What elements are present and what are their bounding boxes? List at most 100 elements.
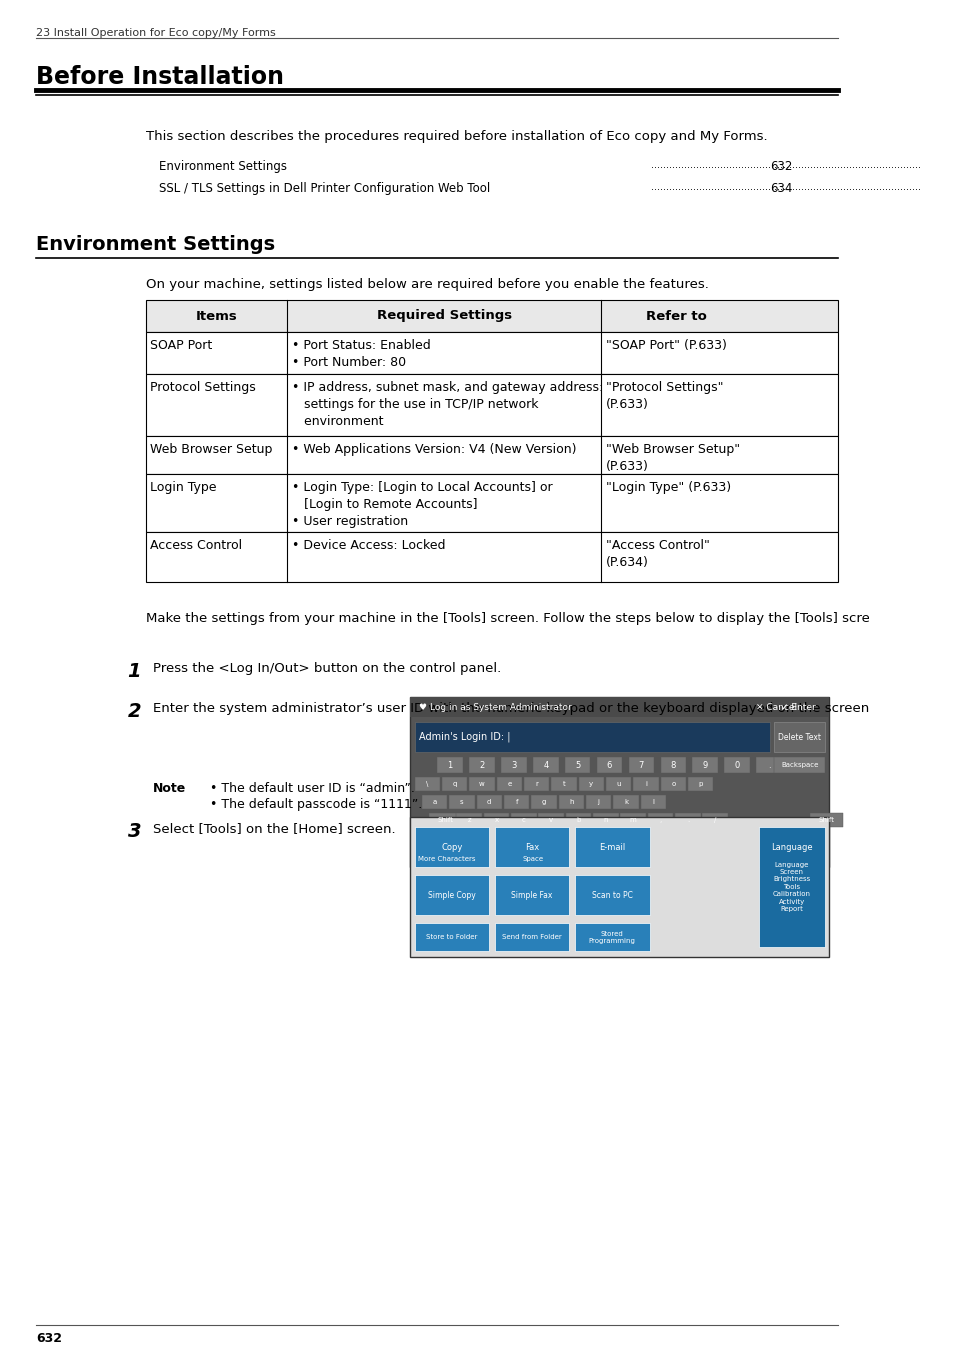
Text: i: i (644, 782, 646, 787)
Bar (575, 923, 649, 950)
Bar (469, 778, 495, 791)
Text: • IP address, subnet mask, and gateway address:
   settings for the use in TCP/I: • IP address, subnet mask, and gateway a… (292, 381, 602, 428)
Text: Login Type: Login Type (151, 481, 216, 494)
Text: Web Browser Setup: Web Browser Setup (151, 443, 273, 456)
Bar (441, 778, 467, 791)
Text: "Web Browser Setup"
(P.633): "Web Browser Setup" (P.633) (605, 443, 740, 472)
Text: Admin's Login ID: |: Admin's Login ID: | (418, 732, 510, 742)
Text: Required Settings: Required Settings (376, 309, 511, 323)
Bar (564, 757, 590, 774)
Bar (415, 778, 439, 791)
Bar (619, 813, 645, 828)
Text: z: z (467, 817, 471, 824)
Bar (436, 757, 462, 774)
Text: ✕ Cancel: ✕ Cancel (756, 702, 797, 711)
Text: More Characters: More Characters (417, 856, 475, 863)
Text: Simple Fax: Simple Fax (511, 891, 552, 899)
Text: ................................................................................: ........................................… (651, 182, 921, 192)
Bar (146, 532, 838, 582)
Bar (146, 374, 838, 436)
Text: This section describes the procedures required before installation of Eco copy a: This section describes the procedures re… (146, 130, 766, 143)
Bar (146, 332, 838, 374)
Bar (146, 300, 838, 332)
Text: 2: 2 (478, 760, 484, 770)
Bar (585, 795, 611, 809)
Text: Items: Items (195, 309, 237, 323)
Text: Environment Settings: Environment Settings (159, 161, 287, 173)
Text: h: h (568, 799, 573, 805)
Bar (593, 813, 618, 828)
Text: x: x (494, 817, 498, 824)
Text: "Access Control"
(P.634): "Access Control" (P.634) (605, 539, 709, 568)
Text: "Protocol Settings"
(P.633): "Protocol Settings" (P.633) (605, 381, 722, 410)
Text: Copy: Copy (441, 842, 462, 852)
Bar (639, 795, 665, 809)
Text: 5: 5 (575, 760, 579, 770)
Text: 634: 634 (769, 182, 792, 194)
Text: • Login Type: [Login to Local Accounts] or
   [Login to Remote Accounts]
• User : • Login Type: [Login to Local Accounts] … (292, 481, 552, 528)
Bar (421, 795, 447, 809)
Bar (523, 778, 549, 791)
Text: Enter the system administrator’s user ID with the numeric keypad or the keyboard: Enter the system administrator’s user ID… (152, 702, 953, 716)
Text: g: g (541, 799, 545, 805)
Text: ✓ Enter: ✓ Enter (780, 702, 815, 711)
Text: Environment Settings: Environment Settings (36, 235, 275, 254)
Bar (511, 813, 537, 828)
Bar (756, 757, 781, 774)
Text: Send from Folder: Send from Folder (501, 934, 561, 940)
Text: Before Installation: Before Installation (36, 65, 284, 89)
Text: 4: 4 (542, 760, 548, 770)
Bar (495, 828, 569, 867)
Bar (415, 828, 489, 867)
Text: y: y (589, 782, 593, 787)
Text: Space: Space (522, 856, 543, 863)
Text: 23 Install Operation for Eco copy/My Forms: 23 Install Operation for Eco copy/My For… (36, 28, 276, 38)
Text: Stored
Programming: Stored Programming (588, 930, 635, 944)
Bar (659, 778, 685, 791)
Bar (597, 757, 621, 774)
Text: 1: 1 (447, 760, 453, 770)
Bar (503, 795, 529, 809)
Text: Shift: Shift (818, 817, 834, 824)
Text: Press the <Log In/Out> button on the control panel.: Press the <Log In/Out> button on the con… (152, 662, 500, 675)
Text: Backspace: Backspace (781, 761, 818, 768)
Text: Note: Note (152, 782, 186, 795)
Bar (449, 795, 475, 809)
Text: /: / (713, 817, 716, 824)
Bar (483, 813, 509, 828)
Text: b: b (576, 817, 580, 824)
Bar (495, 923, 569, 950)
Text: p: p (698, 782, 702, 787)
Bar (415, 875, 489, 915)
Text: r: r (535, 782, 537, 787)
Text: Scan to PC: Scan to PC (591, 891, 632, 899)
Text: 2: 2 (128, 702, 141, 721)
Text: c: c (521, 817, 525, 824)
Text: 3: 3 (511, 760, 516, 770)
Text: E-mail: E-mail (598, 842, 625, 852)
Text: "SOAP Port" (P.633): "SOAP Port" (P.633) (605, 339, 726, 352)
Text: a: a (432, 799, 436, 805)
Text: Language: Language (770, 842, 812, 852)
Text: Select [Tools] on the [Home] screen.: Select [Tools] on the [Home] screen. (152, 822, 395, 836)
Bar (456, 813, 481, 828)
Bar (495, 875, 569, 915)
Text: Delete Text: Delete Text (778, 733, 821, 741)
Text: ,: , (659, 817, 661, 824)
Text: Refer to: Refer to (645, 309, 706, 323)
Text: .: . (686, 817, 688, 824)
Text: 632: 632 (769, 161, 792, 173)
Text: 6: 6 (606, 760, 612, 770)
Bar (774, 722, 823, 752)
Text: 8: 8 (670, 760, 676, 770)
Text: \: \ (426, 782, 428, 787)
Bar (533, 757, 558, 774)
Bar (537, 813, 563, 828)
Text: v: v (549, 817, 553, 824)
Bar (659, 757, 685, 774)
Bar (701, 813, 727, 828)
Text: j: j (597, 799, 599, 805)
Bar (692, 757, 718, 774)
Bar (723, 757, 749, 774)
Text: 0: 0 (734, 760, 739, 770)
